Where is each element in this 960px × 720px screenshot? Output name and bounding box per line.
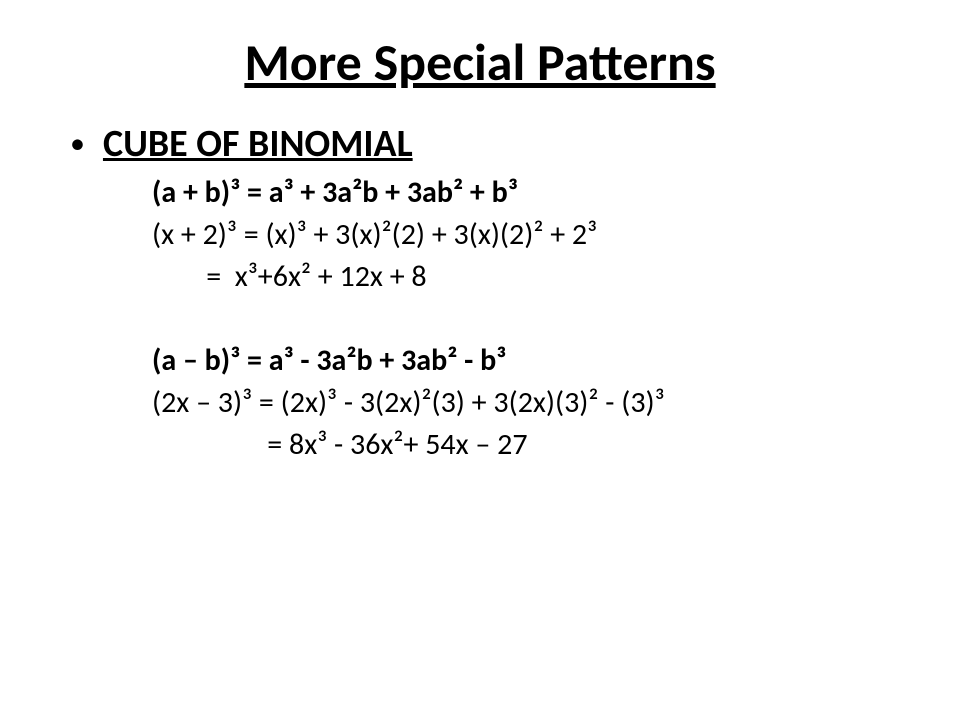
spacer [152,298,900,340]
formula-line: (a + b)³ = a³ + 3a²b + 3ab² + b³ [152,172,900,214]
example-line: = x³+6x² + 12x + 8 [152,256,900,298]
example-line: (x + 2)³ = (x)³ + 3(x)²(2) + 3(x)(2)² + … [152,214,900,256]
example-line: = 8x³ - 36x²+ 54x – 27 [152,424,900,466]
example-line: (2x – 3)³ = (2x)³ - 3(2x)²(3) + 3(2x)(3)… [152,382,900,424]
bullet-item: • CUBE OF BINOMIAL [70,122,900,166]
bullet-heading: CUBE OF BINOMIAL [103,122,413,166]
slide-title: More Special Patterns [60,30,900,94]
slide-body: (a + b)³ = a³ + 3a²b + 3ab² + b³ (x + 2)… [152,172,900,466]
formula-line: (a – b)³ = a³ - 3a²b + 3ab² - b³ [152,340,900,382]
slide: More Special Patterns • CUBE OF BINOMIAL… [0,0,960,720]
bullet-marker: • [70,122,85,166]
